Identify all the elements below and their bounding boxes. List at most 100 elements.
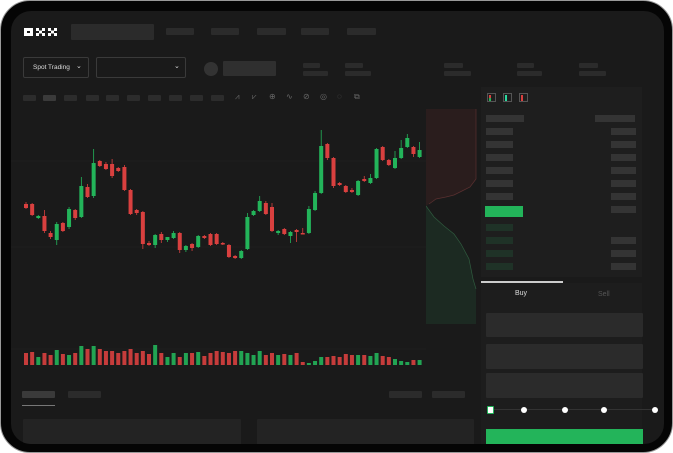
- timeframe-button[interactable]: [106, 95, 119, 101]
- bid-price[interactable]: [486, 224, 513, 231]
- candle-body: [177, 233, 182, 250]
- price-input[interactable]: [486, 313, 643, 337]
- timeframe-button[interactable]: [43, 95, 56, 101]
- volume-bar: [91, 346, 96, 365]
- candlestick-chart[interactable]: [11, 109, 481, 369]
- ask-price[interactable]: [486, 141, 513, 148]
- ask-price[interactable]: [486, 193, 513, 200]
- volume-bar: [313, 361, 318, 365]
- fib-tool-icon[interactable]: ⩗: [252, 92, 257, 101]
- timeframe-button[interactable]: [169, 95, 182, 101]
- line-tool-icon[interactable]: ⩘: [235, 92, 240, 101]
- volume-bar: [282, 354, 287, 365]
- buy-button[interactable]: [486, 429, 643, 444]
- slider-stop-75[interactable]: [601, 407, 607, 413]
- orderbook-asks-icon[interactable]: [519, 93, 528, 102]
- slider-stop-100[interactable]: [652, 407, 658, 413]
- text-tool-icon[interactable]: ⊕: [269, 92, 276, 101]
- stat-label: [444, 63, 463, 68]
- volume-bar: [386, 357, 391, 365]
- measure-icon[interactable]: ◎: [320, 92, 327, 101]
- ask-price[interactable]: [486, 180, 513, 187]
- pair-select[interactable]: ⌄: [96, 57, 186, 78]
- ask-amount: [611, 206, 636, 213]
- amount-input[interactable]: [486, 344, 643, 369]
- ask-price[interactable]: [486, 154, 513, 161]
- volume-bar: [147, 354, 151, 365]
- candle-body: [337, 183, 342, 185]
- volume-bar: [177, 357, 182, 365]
- chevron-down-icon: ⌄: [76, 63, 82, 70]
- search-bar[interactable]: [71, 24, 154, 40]
- volume-bar: [337, 357, 342, 365]
- timeframe-button[interactable]: [148, 95, 161, 101]
- brush-tool-icon[interactable]: ⊘: [303, 92, 310, 101]
- okx-logo[interactable]: [24, 27, 59, 37]
- bottom-action[interactable]: [432, 391, 465, 398]
- slider-handle[interactable]: [487, 406, 494, 414]
- candle-body: [54, 224, 59, 240]
- bottom-panel-left: [23, 419, 241, 444]
- total-input[interactable]: [486, 373, 643, 398]
- sell-tab[interactable]: Sell: [598, 291, 610, 298]
- volume-bar: [171, 353, 176, 365]
- wave-tool-icon[interactable]: ∿: [286, 92, 293, 101]
- orderbook-both-icon[interactable]: [487, 93, 496, 102]
- candle-body: [233, 256, 238, 258]
- bottom-action[interactable]: [389, 391, 422, 398]
- spot-trading-dropdown[interactable]: Spot Trading ⌄: [23, 57, 89, 78]
- volume-bar: [122, 351, 127, 365]
- candle-body: [356, 181, 361, 195]
- bid-price[interactable]: [486, 250, 513, 257]
- bid-price[interactable]: [486, 263, 513, 270]
- slider-stop-25[interactable]: [521, 407, 527, 413]
- candle-body: [313, 193, 318, 210]
- bottom-tab[interactable]: [68, 391, 101, 398]
- volume-bar: [42, 353, 47, 365]
- timeframe-button[interactable]: [127, 95, 140, 101]
- volume-bar: [30, 352, 35, 365]
- amount-slider[interactable]: [491, 409, 657, 410]
- volume-bar: [245, 353, 250, 365]
- bid-price[interactable]: [486, 237, 513, 244]
- volume-bar: [325, 357, 330, 365]
- candle-body: [48, 233, 53, 237]
- bid-amount: [611, 237, 636, 244]
- candle-body: [294, 230, 299, 232]
- volume-bar: [294, 353, 299, 365]
- timeframe-button[interactable]: [190, 95, 203, 101]
- slider-stop-50[interactable]: [562, 407, 568, 413]
- timeframe-button[interactable]: [23, 95, 36, 101]
- volume-bar: [140, 351, 145, 365]
- ask-price[interactable]: [486, 128, 513, 135]
- volume-bar: [153, 345, 158, 365]
- nav-item[interactable]: [211, 28, 239, 35]
- nav-item[interactable]: [301, 28, 329, 35]
- ask-price[interactable]: [486, 167, 513, 174]
- nav-item[interactable]: [257, 28, 286, 35]
- volume-bar: [233, 351, 238, 365]
- candle-body: [134, 210, 139, 213]
- candle-body: [331, 158, 336, 186]
- candle-body: [73, 210, 78, 218]
- timeframe-button[interactable]: [86, 95, 99, 101]
- bottom-tab-active[interactable]: [22, 391, 55, 398]
- ask-amount: [611, 180, 636, 187]
- nav-item[interactable]: [166, 28, 194, 35]
- volume-bar: [67, 355, 72, 365]
- candle-body: [245, 217, 250, 249]
- candle-body: [362, 179, 367, 181]
- magnet-icon[interactable]: ◌: [337, 92, 342, 101]
- candle-body: [399, 148, 404, 158]
- buy-tab[interactable]: Buy: [515, 290, 528, 297]
- stat-value: [345, 71, 371, 76]
- timeframe-button[interactable]: [211, 95, 224, 101]
- ask-amount: [611, 193, 636, 200]
- candle-body: [251, 211, 256, 215]
- settings-icon[interactable]: ⧉: [354, 92, 360, 101]
- orderbook-bids-icon[interactable]: [503, 93, 512, 102]
- timeframe-button[interactable]: [64, 95, 77, 101]
- nav-item[interactable]: [347, 28, 376, 35]
- candle-body: [147, 243, 151, 245]
